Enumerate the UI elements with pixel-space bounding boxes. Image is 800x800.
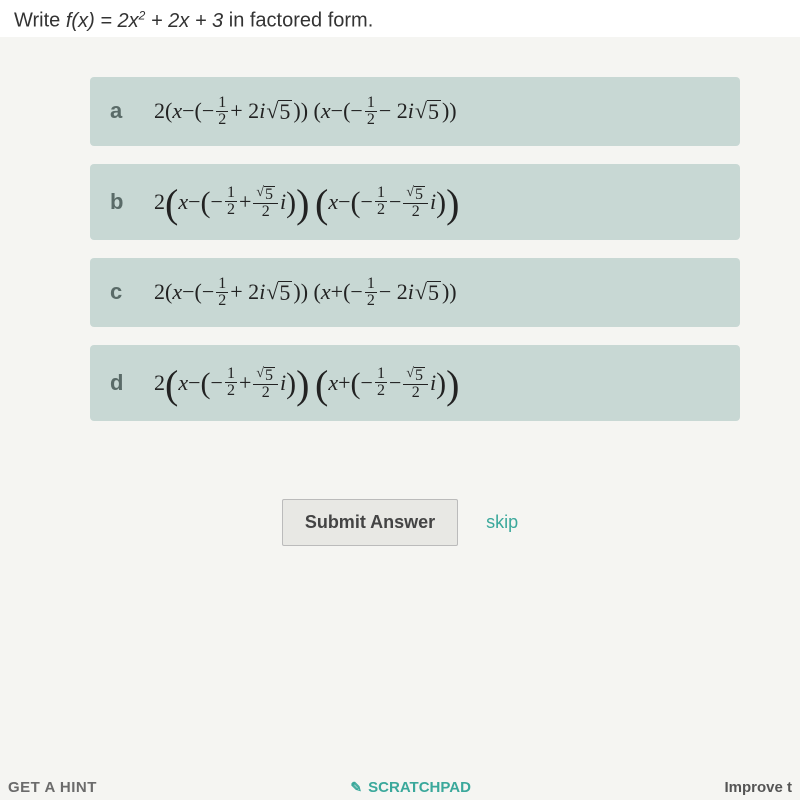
frac-half: 12 (375, 185, 387, 218)
scratchpad-link[interactable]: ✎ SCRATCHPAD (350, 779, 471, 796)
question-text: Write f(x) = 2x2 + 2x + 3 in factored fo… (0, 0, 800, 37)
sqrt5: √5 (415, 281, 441, 304)
actions-row: Submit Answer skip (0, 499, 800, 546)
frac-sqrt5-2: √5 2 (403, 184, 428, 220)
choice-math-b: 2 ( x − ( − 12 + √5 2 i ) ) ( x − ( − 12… (154, 182, 460, 222)
frac-sqrt5-2: √5 2 (403, 365, 428, 401)
pencil-icon: ✎ (350, 779, 362, 796)
bottom-bar: GET A HINT ✎ SCRATCHPAD Improve t (0, 779, 800, 796)
choice-a[interactable]: a 2 ( x − ( − 12 + 2i √5 ) ) ( x − ( − 1… (90, 77, 740, 146)
improve-link[interactable]: Improve t (724, 779, 792, 796)
submit-button[interactable]: Submit Answer (282, 499, 458, 546)
choices-container: a 2 ( x − ( − 12 + 2i √5 ) ) ( x − ( − 1… (0, 37, 800, 449)
frac-half: 12 (216, 276, 228, 309)
hint-link[interactable]: GET A HINT (8, 779, 97, 796)
choice-c[interactable]: c 2 ( x − ( − 12 + 2i √5 ) ) ( x + ( − 1… (90, 258, 740, 327)
frac-half: 12 (225, 185, 237, 218)
frac-sqrt5-2: √5 2 (253, 184, 278, 220)
choice-label-d: d (110, 370, 154, 396)
choice-math-d: 2 ( x − ( − 12 + √5 2 i ) ) ( x + ( − 12… (154, 363, 460, 403)
question-suffix: in factored form. (229, 10, 374, 32)
sqrt5: √5 (415, 100, 441, 123)
choice-b[interactable]: b 2 ( x − ( − 12 + √5 2 i ) ) ( x − ( − … (90, 164, 740, 240)
skip-link[interactable]: skip (486, 512, 518, 533)
choice-label-b: b (110, 189, 154, 215)
choice-d[interactable]: d 2 ( x − ( − 12 + √5 2 i ) ) ( x + ( − … (90, 345, 740, 421)
sqrt5: √5 (266, 100, 292, 123)
frac-half: 12 (365, 95, 377, 128)
choice-label-c: c (110, 279, 154, 305)
frac-sqrt5-2: √5 2 (253, 365, 278, 401)
question-prefix: Write (14, 10, 66, 32)
choice-label-a: a (110, 98, 154, 124)
sqrt5: √5 (266, 281, 292, 304)
frac-half: 12 (365, 276, 377, 309)
frac-half: 12 (216, 95, 228, 128)
frac-half: 12 (375, 366, 387, 399)
question-func: f(x) = 2x2 + 2x + 3 (66, 10, 229, 32)
choice-math-a: 2 ( x − ( − 12 + 2i √5 ) ) ( x − ( − 12 … (154, 95, 457, 128)
frac-half: 12 (225, 366, 237, 399)
choice-math-c: 2 ( x − ( − 12 + 2i √5 ) ) ( x + ( − 12 … (154, 276, 457, 309)
